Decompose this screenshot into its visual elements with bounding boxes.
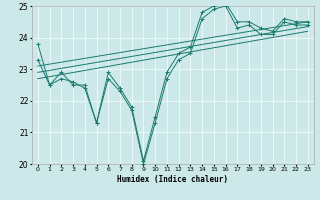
- X-axis label: Humidex (Indice chaleur): Humidex (Indice chaleur): [117, 175, 228, 184]
